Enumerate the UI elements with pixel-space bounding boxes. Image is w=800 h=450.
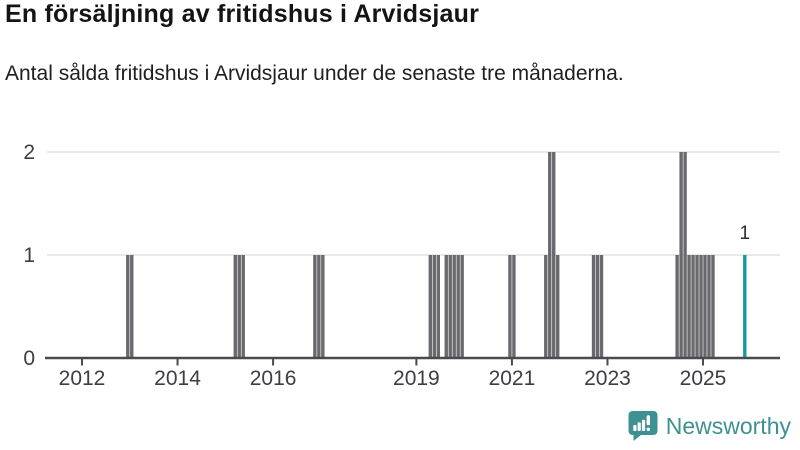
y-tick-label: 1	[23, 244, 35, 267]
bar-chart: 0 1 2 1 2012 2014 2016 2019 2021 2023 2025	[23, 141, 780, 390]
bar	[512, 255, 516, 358]
bar	[675, 255, 679, 358]
bar-value-label: 1	[740, 223, 751, 244]
bar	[599, 255, 604, 358]
bar	[321, 255, 325, 358]
bar	[237, 255, 241, 358]
bar	[317, 255, 321, 358]
y-tick-label: 0	[23, 347, 35, 370]
bar	[126, 255, 130, 358]
bar	[241, 255, 245, 358]
bar	[556, 255, 560, 358]
newsworthy-logo-text: Newsworthy	[665, 412, 791, 439]
bar	[448, 255, 452, 358]
bar	[591, 255, 596, 358]
bar	[548, 152, 552, 358]
bar	[687, 255, 691, 358]
bar	[552, 152, 556, 358]
x-tick-label: 2023	[584, 367, 631, 390]
bar	[313, 255, 317, 358]
bar	[544, 255, 548, 358]
x-tick-label: 2016	[250, 367, 297, 390]
x-tick-label: 2012	[59, 367, 106, 390]
bar	[703, 255, 707, 358]
bar	[595, 255, 600, 358]
chart-subtitle: Antal sålda fritidshus i Arvidsjaur unde…	[5, 62, 624, 85]
bar	[130, 255, 134, 358]
bar	[428, 255, 433, 358]
bar	[444, 255, 448, 358]
bar	[711, 255, 715, 358]
bar	[460, 255, 464, 358]
x-tick-label: 2021	[489, 367, 536, 390]
bar	[707, 255, 711, 358]
bar	[452, 255, 456, 358]
bar	[233, 255, 237, 358]
bar	[699, 255, 703, 358]
x-tick-label: 2014	[154, 367, 201, 390]
y-tick-label: 2	[23, 141, 35, 164]
bar	[456, 255, 460, 358]
bar	[436, 255, 440, 358]
newsworthy-logo-icon	[628, 411, 658, 441]
bar	[679, 152, 683, 358]
bar	[432, 255, 437, 358]
bar	[508, 255, 512, 358]
bar	[683, 152, 687, 358]
x-tick-label: 2019	[393, 367, 440, 390]
page-title: En försäljning av fritidshus i Arvidsjau…	[5, 0, 480, 28]
highlight-bar	[743, 255, 747, 358]
bar	[691, 255, 695, 358]
x-tick-label: 2025	[680, 367, 727, 390]
newsworthy-logo: Newsworthy	[627, 410, 791, 442]
bar	[695, 255, 699, 358]
